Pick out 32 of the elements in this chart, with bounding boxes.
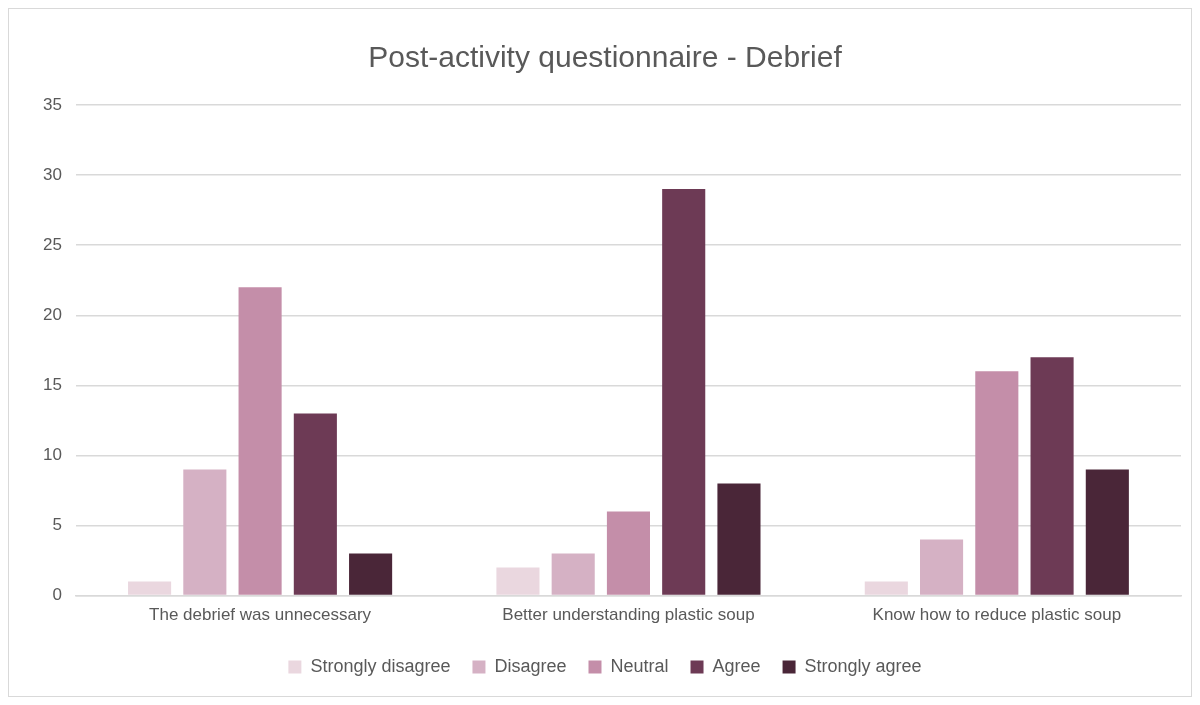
legend-label: Neutral [610, 655, 669, 676]
y-tick-label: 5 [52, 515, 62, 535]
bar [662, 189, 706, 595]
legend-label: Strongly disagree [310, 655, 451, 676]
bar [128, 581, 172, 595]
x-tick-label: Better understanding plastic soup [502, 605, 755, 625]
y-tick-label: 30 [42, 164, 62, 184]
bar [1085, 469, 1129, 595]
bar [293, 413, 337, 595]
bar [975, 371, 1019, 595]
y-tick-label: 35 [42, 94, 62, 114]
x-tick-label: Know how to reduce plastic soup [872, 605, 1122, 625]
y-tick-label: 25 [42, 234, 62, 254]
bar [606, 511, 650, 595]
legend-label: Strongly agree [804, 655, 922, 676]
bar [864, 581, 908, 595]
bar [496, 567, 540, 595]
y-tick-label: 20 [42, 304, 62, 324]
bar [238, 287, 282, 595]
bar [920, 539, 964, 595]
x-tick-label: The debrief was unnecessary [149, 605, 372, 625]
y-tick-label: 0 [52, 585, 62, 605]
bar [183, 469, 227, 595]
legend-label: Agree [712, 655, 761, 676]
chart-title: Post-activity questionnaire - Debrief [368, 40, 843, 74]
legend-label: Disagree [494, 655, 567, 676]
bar [349, 553, 393, 595]
bar [551, 553, 595, 595]
bar [1030, 357, 1074, 595]
bar [717, 483, 761, 595]
y-tick-label: 15 [42, 375, 62, 395]
y-tick-label: 10 [42, 445, 62, 465]
